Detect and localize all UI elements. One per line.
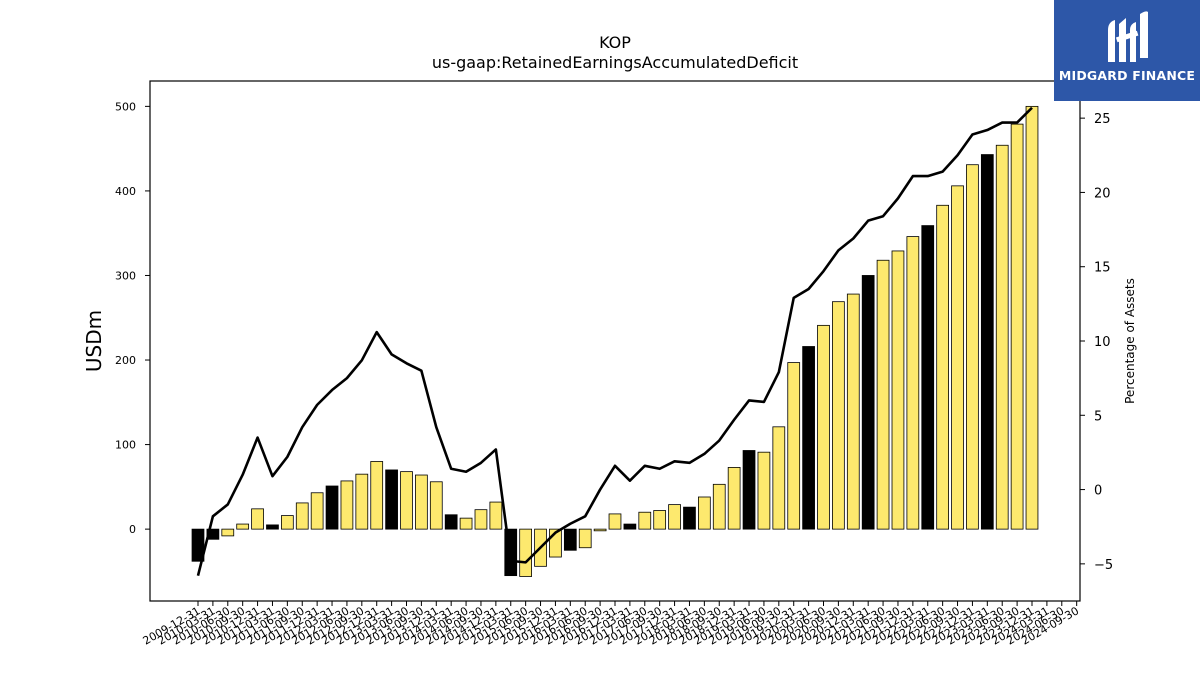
midgard-finance-logo-icon [1108, 11, 1148, 62]
bar-30 [638, 511, 652, 530]
y-axis-label: USDm [82, 310, 106, 372]
bar-4 [251, 508, 264, 530]
bar-54 [995, 144, 1009, 530]
y-tick-400: 400 [115, 185, 136, 198]
bar-36 [727, 467, 741, 530]
y2-tick-15: 15 [1094, 261, 1111, 276]
bar-47 [891, 250, 905, 530]
bar-38 [757, 451, 771, 530]
y-tick-200: 200 [115, 354, 136, 367]
y-tick-100: 100 [115, 439, 136, 452]
bars-group [191, 105, 1039, 577]
series-line [196, 106, 1033, 577]
bar-8 [310, 492, 324, 530]
bar-40 [787, 362, 801, 530]
midgard-finance-logo: MIDGARD FINANCE [1054, 0, 1200, 101]
bar-34 [698, 496, 711, 530]
y-tick-0: 0 [129, 523, 136, 536]
bar-6 [280, 515, 294, 530]
bar-17 [444, 514, 458, 530]
chart-title: KOP [599, 33, 631, 52]
bar-0 [191, 528, 205, 562]
bar-25 [563, 528, 577, 551]
bar-14 [400, 471, 413, 530]
bar-26 [578, 528, 592, 549]
bar-37 [742, 450, 756, 530]
bar-18 [459, 517, 473, 530]
bar-35 [712, 483, 726, 530]
bar-46 [876, 259, 890, 530]
bar-29 [623, 523, 637, 530]
bar-42 [817, 324, 830, 530]
y-tick-500: 500 [115, 100, 136, 113]
y2-tick-0: 0 [1094, 484, 1102, 499]
bar-2 [221, 528, 235, 537]
bar-51 [951, 185, 964, 530]
bar-9 [325, 485, 339, 530]
y2-tick-5: 5 [1094, 409, 1102, 424]
y2-axis: −5 0 5 10 15 20 25 [1080, 112, 1113, 573]
bar-15 [415, 474, 428, 530]
line-layer [196, 106, 1033, 577]
bar-43 [832, 301, 845, 530]
bar-12 [370, 461, 384, 530]
bar-20 [489, 501, 503, 530]
bar-41 [802, 346, 815, 530]
bar-13 [385, 469, 398, 530]
bar-24 [549, 528, 562, 558]
bar-1 [206, 528, 220, 540]
bar-11 [355, 473, 369, 530]
y2-tick-20: 20 [1094, 186, 1111, 201]
bar-52 [966, 164, 979, 530]
bar-3 [236, 523, 250, 530]
y2-axis-label: Percentage of Assets [1123, 278, 1137, 404]
bar-33 [683, 506, 696, 530]
bar-19 [474, 509, 488, 530]
bar-49 [921, 225, 935, 530]
bar-32 [668, 504, 681, 530]
y2-tick-25: 25 [1094, 112, 1111, 127]
bar-31 [653, 510, 667, 530]
bar-7 [295, 502, 309, 530]
bar-48 [906, 236, 920, 530]
bar-10 [340, 480, 354, 530]
bar-22 [519, 528, 533, 577]
x-axis: 2009-12-312010-03-312010-06-302010-09-30… [141, 601, 1081, 648]
bar-28 [608, 513, 622, 530]
bar-55 [1010, 123, 1024, 530]
bar-39 [772, 426, 786, 530]
y-tick-300: 300 [115, 269, 136, 282]
chart-subtitle: us-gaap:RetainedEarningsAccumulatedDefic… [432, 53, 798, 72]
bar-50 [936, 204, 950, 530]
y2-tick-10: 10 [1094, 335, 1111, 350]
bar-53 [980, 154, 994, 530]
y2-tick--5: −5 [1094, 558, 1113, 573]
y-axis: 0 100 200 300 400 500 [115, 100, 150, 536]
bar-56 [1025, 105, 1039, 530]
bar-45 [861, 275, 875, 530]
bar-27 [593, 528, 607, 532]
bar-44 [846, 293, 860, 530]
bar-16 [429, 481, 443, 530]
bar-5 [266, 524, 279, 530]
logo-text: MIDGARD FINANCE [1058, 68, 1196, 83]
